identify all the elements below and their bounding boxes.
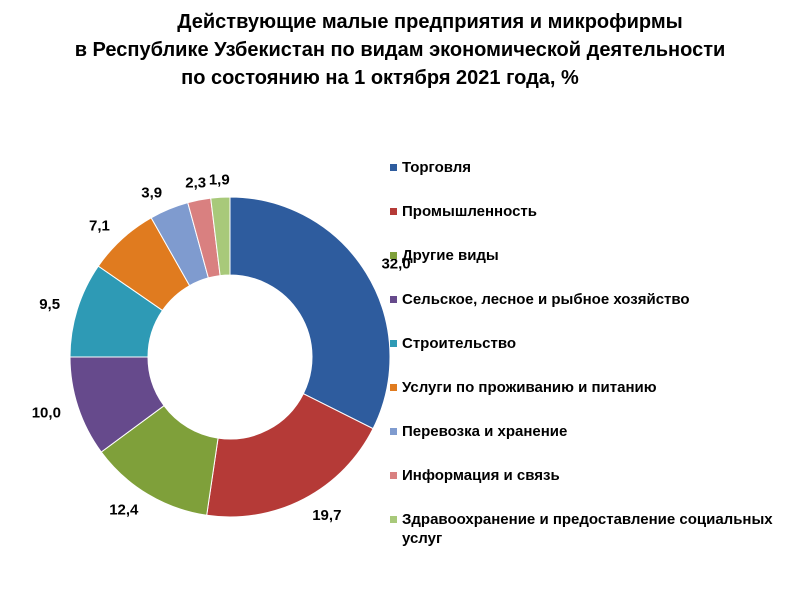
legend-label: Строительство	[402, 335, 517, 352]
slice-value-label: 12,4	[109, 502, 139, 519]
slice-value-label: 19,7	[312, 507, 341, 524]
slice-value-label: 10,0	[32, 405, 61, 422]
slice-value-label: 9,5	[39, 296, 60, 313]
legend-label: Информация и связь	[402, 467, 560, 484]
legend-swatch	[390, 296, 397, 303]
chart-title-line-1: Действующие малые предприятия и микрофир…	[177, 11, 683, 33]
slice-value-label: 7,1	[89, 218, 110, 235]
legend-item: Другие виды	[390, 246, 790, 290]
legend-swatch	[390, 384, 397, 391]
legend-swatch	[390, 428, 397, 435]
legend-swatch	[390, 472, 397, 479]
legend-swatch	[390, 252, 397, 259]
legend-item: Информация и связь	[390, 466, 790, 510]
donut-slice	[229, 196, 391, 430]
chart-title-line-3: по состоянию на 1 октября 2021 года, %	[181, 67, 579, 89]
legend-item: Торговля	[390, 158, 790, 202]
legend-label: Сельское, лесное и рыбное хозяйство	[402, 291, 690, 308]
legend-item: Услуги по проживанию и питанию	[390, 378, 790, 422]
legend-label: Другие виды	[402, 247, 499, 264]
legend-item: Здравоохранение и предоставление социаль…	[390, 510, 790, 554]
legend-label: Перевозка и хранение	[402, 423, 568, 440]
chart-title-line-2: в Республике Узбекистан по видам экономи…	[74, 39, 726, 61]
legend-item: Перевозка и хранение	[390, 422, 790, 466]
legend-label: Услуги по проживанию и питанию	[402, 379, 657, 396]
chart-legend: Торговля Промышленность Другие виды Сельско…	[390, 158, 790, 554]
slice-value-label: 2,3	[185, 174, 206, 191]
legend-swatch	[390, 164, 397, 171]
legend-label: Здравоохранение и предоставление социаль…	[402, 511, 773, 547]
legend-item: Промышленность	[390, 202, 790, 246]
slice-value-label: 3,9	[141, 184, 162, 201]
legend-swatch	[390, 516, 397, 523]
chart-title: Действующие малые предприятия и микрофир…	[0, 8, 800, 92]
slice-value-label: 32,0	[381, 255, 410, 272]
legend-item: Сельское, лесное и рыбное хозяйство	[390, 290, 790, 334]
slice-value-label: 1,9	[209, 171, 230, 188]
legend-item: Строительство	[390, 334, 790, 378]
legend-swatch	[390, 208, 397, 215]
donut-slice	[210, 196, 231, 277]
donut-slice	[206, 393, 374, 518]
legend-swatch	[390, 340, 397, 347]
legend-label: Торговля	[402, 159, 472, 176]
legend-label: Промышленность	[402, 203, 537, 220]
